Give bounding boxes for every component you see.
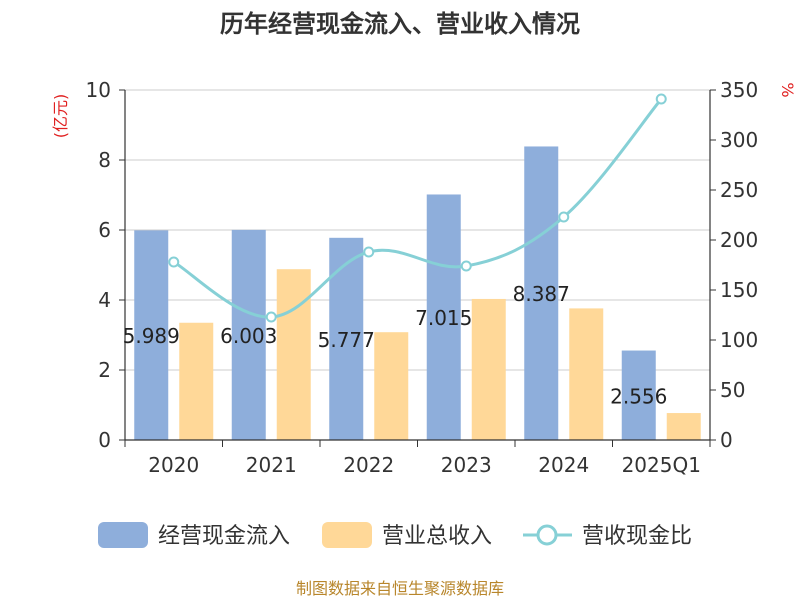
bar-cash-inflow [426, 194, 461, 440]
legend-swatch-cash-inflow [98, 522, 148, 548]
right-axis-unit: % [778, 82, 797, 97]
bar-revenue [569, 308, 604, 440]
bar-cash-inflow [621, 350, 656, 440]
legend: 经营现金流入 营业总收入 营收现金比 [98, 522, 692, 549]
x-tick-label: 2021 [246, 453, 297, 477]
chart-title: 历年经营现金流入、营业收入情况 [220, 10, 580, 38]
bar-revenue [374, 332, 409, 440]
ratio-line-path [172, 98, 663, 319]
legend-swatch-revenue [322, 522, 372, 548]
x-tick-label: 2022 [343, 453, 394, 477]
right-tick-label: 150 [720, 278, 758, 302]
left-tick-label: 6 [98, 218, 111, 242]
cash-inflow-value-label: 5.989 [123, 324, 180, 348]
bar-revenue [471, 298, 506, 440]
cash-inflow-value-label: 2.556 [610, 384, 667, 408]
legend-marker-ratio [536, 524, 558, 546]
data-labels: 5.989 6.003 5.777 7.015 8.387 2.556 [123, 282, 668, 408]
ratio-point [168, 256, 180, 268]
left-tick-label: 0 [98, 428, 111, 452]
right-tick-label: 350 [720, 78, 758, 102]
bar-revenue [666, 413, 701, 440]
left-tick-label: 2 [98, 358, 111, 382]
x-tick-label: 2025Q1 [622, 453, 701, 477]
x-tick-label: 2024 [538, 453, 589, 477]
right-tick-label: 250 [720, 178, 758, 202]
cash-inflow-value-label: 8.387 [513, 282, 570, 306]
right-tick-label: 0 [720, 428, 733, 452]
left-tick-label: 8 [98, 148, 111, 172]
legend-label-ratio: 营收现金比 [582, 524, 692, 549]
ratio-line [168, 93, 667, 323]
left-tick-label: 10 [86, 78, 111, 102]
legend-label-cash-inflow: 经营现金流入 [158, 524, 290, 549]
left-axis-unit: (亿元) [51, 94, 70, 139]
ratio-point [265, 311, 277, 323]
bar-cash-inflow [524, 146, 559, 440]
cash-inflow-value-label: 5.777 [318, 328, 375, 352]
right-tick-label: 100 [720, 328, 758, 352]
cash-inflow-value-label: 6.003 [220, 324, 277, 348]
x-tick-label: 2023 [441, 453, 492, 477]
bar-revenue [179, 322, 214, 440]
bar-cash-inflow [231, 229, 266, 440]
right-tick-label: 200 [720, 228, 758, 252]
right-tick-label: 300 [720, 128, 758, 152]
bar-cash-inflow [134, 230, 169, 440]
ratio-point [460, 260, 472, 272]
legend-label-revenue: 营业总收入 [382, 524, 492, 549]
ratio-point [558, 211, 570, 223]
left-tick-label: 4 [98, 288, 111, 312]
ratio-point [655, 93, 667, 105]
x-tick-label: 2020 [148, 453, 199, 477]
right-tick-label: 50 [720, 378, 745, 402]
ratio-point [363, 246, 375, 258]
source-note: 制图数据来自恒生聚源数据库 [296, 579, 504, 598]
cash-inflow-value-label: 7.015 [415, 306, 472, 330]
bar-revenue [276, 269, 311, 440]
